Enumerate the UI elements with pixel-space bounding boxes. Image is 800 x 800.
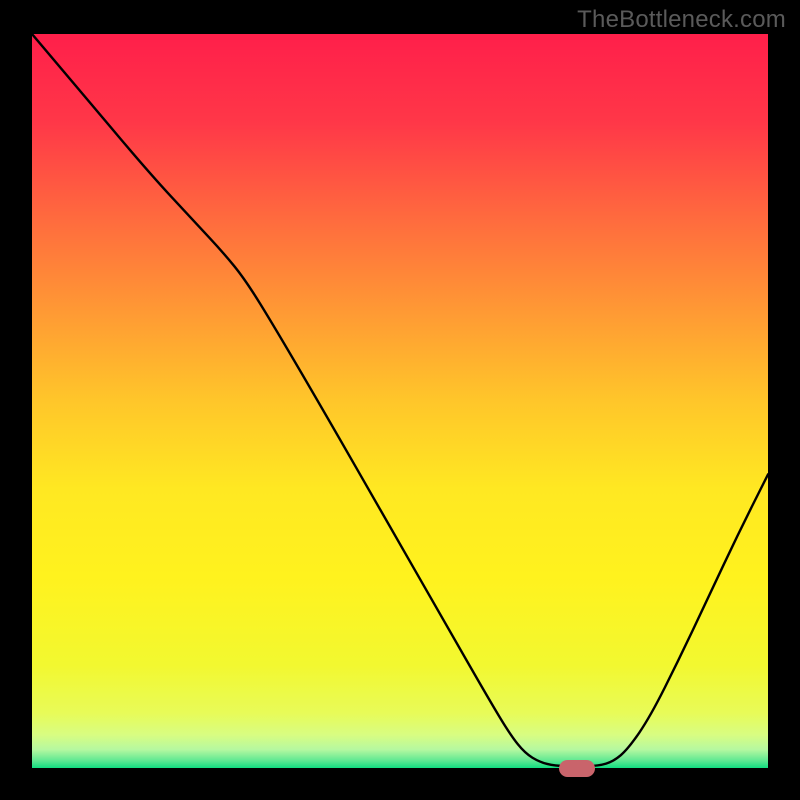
watermark-text: TheBottleneck.com [577, 6, 786, 34]
plot-area [32, 34, 768, 768]
chart-frame: TheBottleneck.com [0, 0, 800, 800]
bottleneck-chart-svg [32, 34, 768, 768]
gradient-background [32, 34, 768, 768]
optimum-marker [559, 760, 595, 777]
